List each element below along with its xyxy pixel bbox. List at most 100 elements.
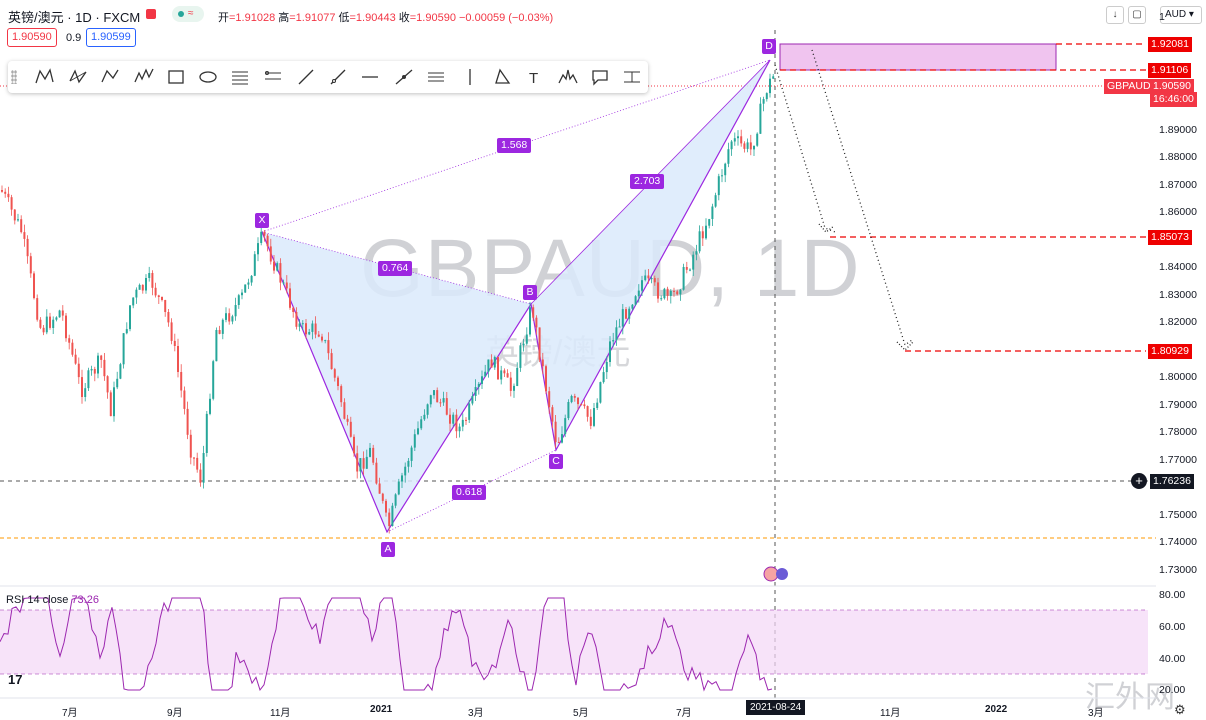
spread-value: 0.9 <box>66 32 82 44</box>
rectangle-icon[interactable] <box>164 65 188 89</box>
projection-head-2 <box>896 341 914 351</box>
time-tick-label: 3月 <box>1088 708 1104 719</box>
ray-icon[interactable] <box>326 65 350 89</box>
dot-icon <box>178 11 184 17</box>
price-tick-label: 1.78000 <box>1159 426 1197 438</box>
price-range-icon[interactable] <box>620 65 644 89</box>
settings-gear-icon[interactable]: ⚙ <box>1174 702 1186 717</box>
time-tick-label: 11月 <box>270 708 291 719</box>
level-tag-3: 1.85073 <box>1148 230 1192 245</box>
fullscreen-icon[interactable]: ▢ <box>1128 6 1146 24</box>
projection-arrow-1 <box>774 64 836 233</box>
price-axis[interactable] <box>1156 0 1206 720</box>
currency-select[interactable]: AUD ▾ <box>1160 6 1202 24</box>
level-tag-4: 1.80929 <box>1148 344 1192 359</box>
drawing-toolbar: T <box>8 61 648 93</box>
price-tick-label: 1.80000 <box>1159 371 1197 383</box>
last-price-tag: 1.90590 <box>1150 79 1194 94</box>
rsi-label: RSI 14 close <box>6 594 69 606</box>
low-value: =1.90443 <box>349 12 396 24</box>
triangle-icon[interactable] <box>490 65 514 89</box>
countdown-tag: 16:46:00 <box>1150 92 1197 107</box>
pattern-ratio-xd: 1.568 <box>497 138 532 153</box>
pattern-point-x[interactable]: X <box>255 213 269 228</box>
drag-handle[interactable] <box>11 70 17 84</box>
xabcd-pattern-icon[interactable] <box>32 65 56 89</box>
level-tag-1: 1.92081 <box>1148 37 1192 52</box>
flag-icon[interactable] <box>146 9 156 19</box>
three-drives-icon[interactable] <box>132 65 156 89</box>
pattern-point-d[interactable]: D <box>762 39 776 54</box>
projection-arrow-2 <box>811 49 913 347</box>
time-tick-label: 2021 <box>370 704 393 715</box>
svg-text:T: T <box>529 70 538 87</box>
rsi-band <box>0 610 1148 674</box>
price-tick-label: 1.87000 <box>1159 179 1197 191</box>
visibility-toggle[interactable]: ≈ <box>172 6 204 22</box>
change-value: −0.00059 (−0.03%) <box>459 12 554 24</box>
open-value: =1.91028 <box>229 12 276 24</box>
candlestick-series <box>1 73 775 534</box>
time-tick-label: 3月 <box>468 708 484 719</box>
pattern-point-b[interactable]: B <box>523 285 537 300</box>
crosshair-plus-icon[interactable]: + <box>1131 473 1147 489</box>
pattern-ratio-ac: 0.618 <box>452 485 487 500</box>
low-label: 低 <box>338 12 350 24</box>
abcd-pattern-icon[interactable] <box>98 65 122 89</box>
rsi-legend: RSI 14 close 73.26 <box>6 594 99 606</box>
projection-head-1 <box>818 223 835 233</box>
d-zone-rectangle <box>779 43 1057 71</box>
cypher-pattern-icon[interactable] <box>66 65 90 89</box>
price-tick-label: 1.88000 <box>1159 151 1197 163</box>
legend-bar: 英镑/澳元 · 1D · FXCM ≈ 开=1.91028 高=1.91077 … <box>0 0 1100 30</box>
pattern-ratio-bd: 2.703 <box>630 174 665 189</box>
head-shoulders-icon[interactable] <box>556 65 580 89</box>
fib-extension-icon[interactable] <box>261 65 285 89</box>
pattern-point-c[interactable]: C <box>549 454 563 469</box>
download-icon[interactable]: ↓ <box>1106 6 1124 24</box>
price-tick-label: 1.79000 <box>1159 399 1197 411</box>
high-label: 高 <box>278 12 290 24</box>
symbol-title[interactable]: 英镑/澳元 · 1D · FXCM <box>8 10 141 25</box>
close-label: 收 <box>398 12 410 24</box>
price-tick-label: 1 <box>1159 11 1165 23</box>
parallel-channel-icon[interactable] <box>424 65 448 89</box>
price-tick-label: 1.73000 <box>1159 564 1197 576</box>
price-tick-label: 1.84000 <box>1159 261 1197 273</box>
vertical-line-icon[interactable] <box>458 65 482 89</box>
time-tick-label: 11月 <box>880 708 901 719</box>
event-flag-icon <box>763 566 779 582</box>
rsi-tick-label: 60.00 <box>1159 621 1186 633</box>
open-label: 开 <box>218 12 229 24</box>
text-icon[interactable]: T <box>522 65 546 89</box>
price-chart[interactable] <box>0 0 1156 720</box>
rsi-value: 73.26 <box>71 594 99 606</box>
pattern-point-a[interactable]: A <box>381 542 395 557</box>
price-tick-label: 1.75000 <box>1159 509 1197 521</box>
tradingview-logo[interactable]: 17 <box>8 672 23 687</box>
fib-retracement-icon[interactable] <box>228 65 252 89</box>
pattern-ratio-xb: 0.764 <box>378 261 413 276</box>
high-value: =1.91077 <box>289 12 336 24</box>
crosshair-date-tag: 2021-08-24 <box>746 700 806 715</box>
time-tick-label: 2022 <box>985 704 1008 715</box>
last-symbol-tag: GBPAUD <box>1104 79 1154 94</box>
crosshair-price-tag: 1.76236 <box>1150 474 1194 489</box>
price-tick-label: 1.82000 <box>1159 316 1197 328</box>
extended-line-icon[interactable] <box>392 65 416 89</box>
price-tick-label: 1.83000 <box>1159 289 1197 301</box>
time-tick-label: 9月 <box>167 708 183 719</box>
time-tick-label: 5月 <box>573 708 589 719</box>
ellipse-icon[interactable] <box>196 65 220 89</box>
pattern-xab-fill <box>262 232 531 532</box>
horizontal-line-icon[interactable] <box>358 65 382 89</box>
wave-icon: ≈ <box>188 8 194 19</box>
close-value: =1.90590 <box>409 12 456 24</box>
sell-price-button[interactable]: 1.90590 <box>7 28 57 47</box>
price-tick-label: 1.89000 <box>1159 124 1197 136</box>
callout-icon[interactable] <box>588 65 612 89</box>
event-flag-icon-2 <box>776 568 788 580</box>
buy-price-button[interactable]: 1.90599 <box>86 28 136 47</box>
trend-line-icon[interactable] <box>294 65 318 89</box>
rsi-tick-label: 20.00 <box>1159 684 1186 696</box>
